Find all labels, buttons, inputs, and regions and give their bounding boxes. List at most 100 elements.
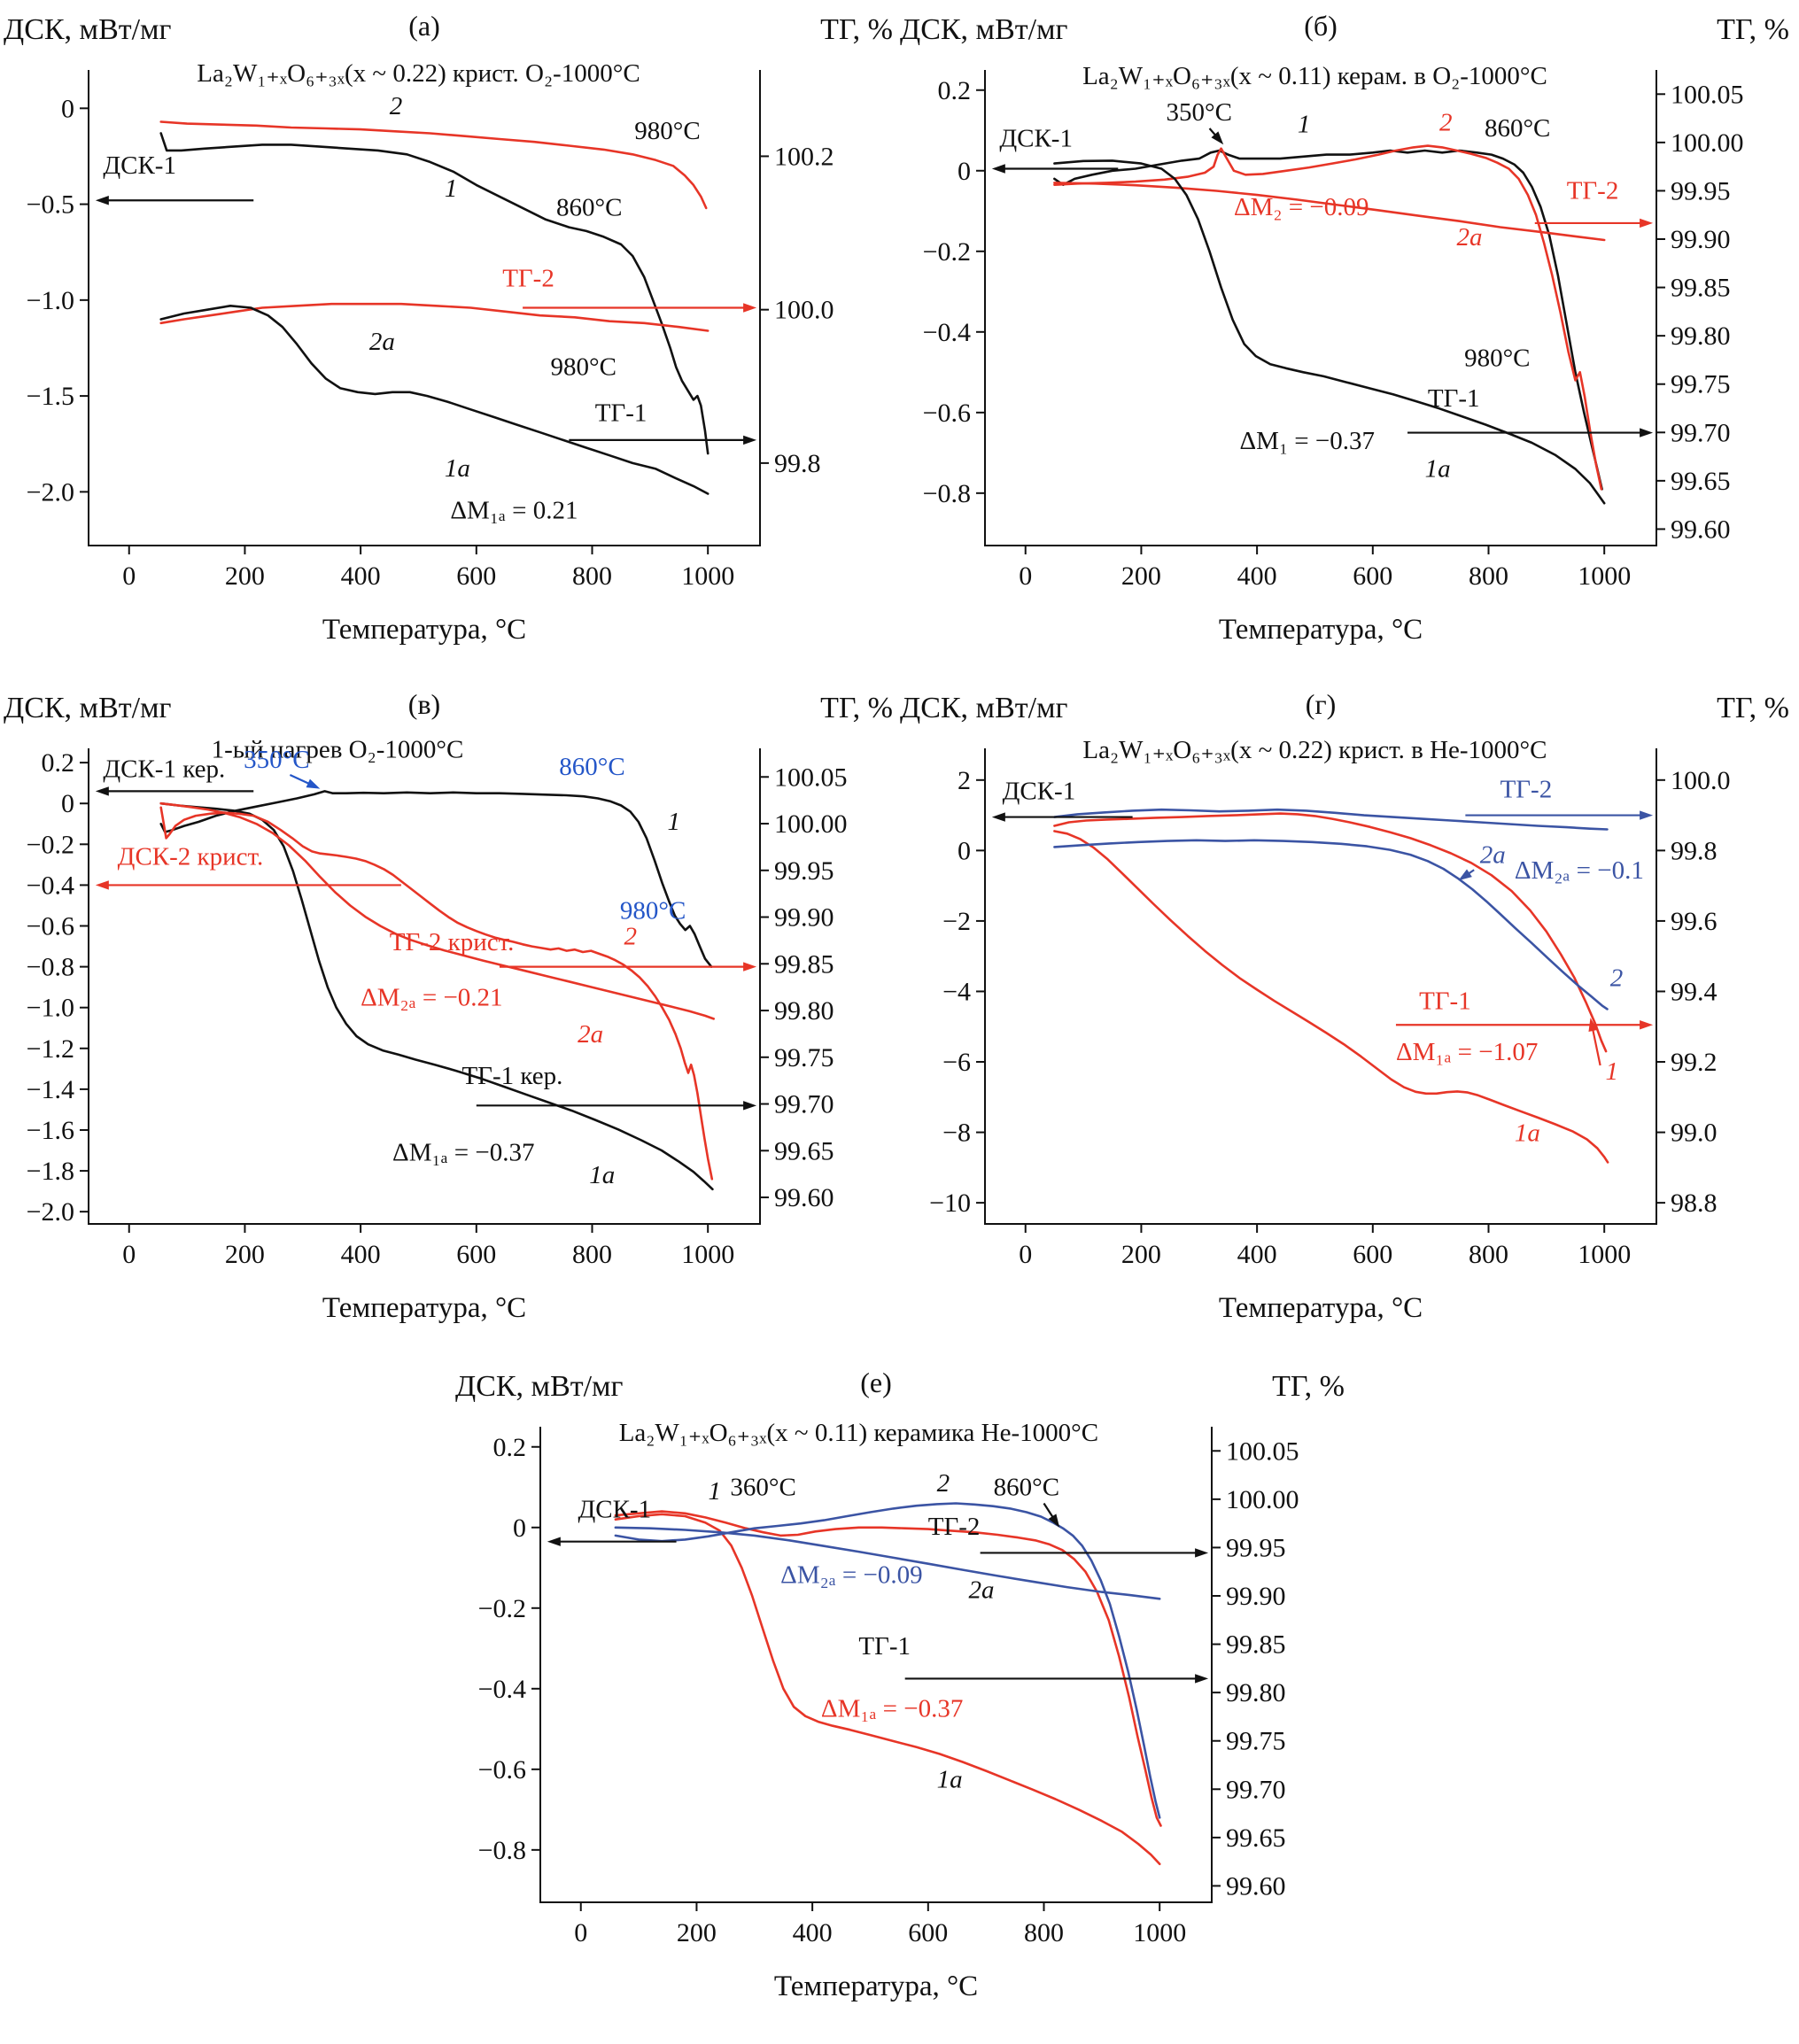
- arrow-head: [1048, 1514, 1059, 1528]
- annotation: ΔM₁ₐ = −1.07: [1396, 1038, 1538, 1066]
- annotation: 860°C: [559, 753, 624, 781]
- y-tick-label: −2.0: [27, 1197, 74, 1227]
- annotation: 2: [390, 92, 403, 120]
- r-tick-label: 99.85: [1226, 1630, 1286, 1660]
- y-tick-label: −1.0: [27, 286, 74, 315]
- arrow-head: [1640, 810, 1654, 820]
- x-tick-label: 0: [1019, 1240, 1032, 1269]
- annotation: 350°C: [1167, 98, 1232, 127]
- x-tick-label: 0: [1019, 561, 1032, 591]
- left-axis-title: ДСК, мВт/мг: [900, 692, 1068, 724]
- left-axis-title: ДСК, мВт/мг: [4, 13, 172, 46]
- row-3: ДСК, мВт/мг (е) ТГ, % 0.2 0 −0.2 −0.4 −0.6 −0.8 1…: [0, 1360, 1799, 2039]
- annotation: ТГ-1: [1428, 384, 1480, 413]
- y-tick-label: 2: [958, 766, 971, 795]
- annotation: ТГ-1: [858, 1632, 911, 1661]
- series-tg-2a-krist: [159, 801, 716, 1020]
- annotation: 860°C: [556, 194, 622, 222]
- annotation: ΔM₂ₐ = −0.21: [361, 983, 502, 1011]
- annotation: 1a: [589, 1161, 615, 1189]
- x-tick-label: 400: [341, 561, 381, 591]
- r-tick-label: 99.80: [1226, 1678, 1286, 1707]
- r-tick-label: 100.00: [774, 809, 848, 839]
- y-tick-label: −0.4: [923, 318, 971, 347]
- y-tick-label: 0: [61, 94, 74, 123]
- r-tick-label: 99.8: [774, 449, 821, 478]
- r-tick-label: 99.60: [1226, 1871, 1286, 1901]
- annotation: 860°C: [993, 1473, 1058, 1501]
- panel-letter: (е): [860, 1367, 892, 1398]
- r-tick-label: 99.80: [774, 996, 834, 1026]
- row-1: ДСК, мВт/мг (а) ТГ, % 0 −0.5 −1.0 −1.5 −2.0 100.…: [0, 4, 1799, 682]
- panel-v-chart: ДСК, мВт/мг (в) ТГ, % 0.2 0 −0.2 −0.4 −0.6 −0.8 −…: [4, 688, 893, 1324]
- panel-letter: (б): [1304, 10, 1338, 42]
- r-tick-label: 100.00: [1226, 1485, 1299, 1514]
- y-tick-label: −10: [929, 1188, 971, 1218]
- annotation: ТГ-2 крист.: [390, 928, 515, 956]
- r-tick-label: 99.4: [1671, 977, 1718, 1006]
- right-axis-title: ТГ, %: [820, 13, 893, 46]
- r-tick-label: 99.75: [1226, 1727, 1286, 1756]
- arrow-head: [306, 778, 321, 789]
- panel-a-chart: ДСК, мВт/мг (а) ТГ, % 0 −0.5 −1.0 −1.5 −2.0 100.…: [4, 10, 893, 646]
- series-tg-2a: [159, 302, 710, 332]
- x-tick-label: 800: [1024, 1918, 1064, 1947]
- series-dsc-2: [1053, 839, 1609, 1010]
- panel-title: La₂W₁₊ₓO₆₊₃ₓ(x ~ 0.22) крист. O₂-1000°C: [197, 59, 640, 88]
- y-tick-label: 0.2: [492, 1433, 526, 1462]
- annotation: ДСК-1: [999, 124, 1073, 152]
- annotation: ТГ-2: [1567, 177, 1619, 205]
- series-dsc-1: [1053, 812, 1608, 1053]
- x-tick-label: 600: [456, 561, 496, 591]
- panel-title: 1-ый нагрев O₂-1000°C: [212, 735, 464, 763]
- x-tick-label: 200: [225, 1240, 265, 1269]
- right-axis-title: ТГ, %: [1272, 1370, 1345, 1403]
- x-tick-label: 1000: [1578, 1240, 1631, 1269]
- arrow-head: [1640, 428, 1654, 437]
- r-tick-label: 99.70: [774, 1090, 834, 1119]
- panel-letter: (в): [408, 688, 440, 720]
- r-tick-label: 99.60: [774, 1183, 834, 1212]
- r-tick-label: 99.6: [1671, 907, 1718, 936]
- x-axis-title: Температура, °C: [322, 1292, 526, 1324]
- y-tick-label: −0.6: [923, 399, 971, 428]
- x-tick-label: 800: [1469, 1240, 1508, 1269]
- x-tick-label: 400: [792, 1918, 832, 1947]
- annotation: 1: [667, 808, 680, 836]
- arrow-head: [743, 303, 757, 313]
- series-dsc-1: [159, 132, 710, 455]
- x-tick-label: 600: [1353, 1240, 1392, 1269]
- y-tick-label: −0.8: [923, 479, 971, 508]
- series-tg-1a: [1053, 159, 1606, 505]
- r-tick-label: 100.00: [1671, 128, 1744, 158]
- arrow-head: [991, 164, 1005, 174]
- annotation: 980°C: [1464, 344, 1530, 372]
- annotation: 2: [1610, 964, 1624, 993]
- series-dsc-1: [614, 1510, 1162, 1827]
- arrow-head: [1194, 1674, 1208, 1684]
- panel-b-chart: ДСК, мВт/мг (б) ТГ, % 0.2 0 −0.2 −0.4 −0.6 −0.8 1…: [900, 10, 1789, 646]
- right-axis-title: ТГ, %: [820, 692, 893, 724]
- y-tick-label: −2: [942, 907, 971, 936]
- panel-b: ДСК, мВт/мг (б) ТГ, % 0.2 0 −0.2 −0.4 −0.6 −0.8 1…: [896, 4, 1793, 682]
- row-2: ДСК, мВт/мг (в) ТГ, % 0.2 0 −0.2 −0.4 −0.6 −0.8 −…: [0, 682, 1799, 1360]
- y-tick-label: −1.8: [27, 1157, 74, 1186]
- annotation: ТГ-2: [1500, 776, 1553, 804]
- y-tick-label: 0: [61, 789, 74, 818]
- annotation: ΔM₁ = −0.37: [1240, 427, 1376, 455]
- annotation: ДСК-2 крист.: [118, 842, 264, 871]
- x-tick-label: 200: [676, 1918, 716, 1947]
- arrow-head: [1588, 1018, 1598, 1033]
- r-tick-label: 100.05: [1671, 80, 1744, 109]
- r-tick-label: 99.65: [774, 1136, 834, 1165]
- r-tick-label: 99.95: [774, 856, 834, 886]
- r-tick-label: 100.05: [1226, 1436, 1299, 1466]
- panel-e: ДСК, мВт/мг (е) ТГ, % 0.2 0 −0.2 −0.4 −0.6 −0.8 1…: [452, 1360, 1348, 2039]
- y-tick-label: −0.2: [923, 237, 971, 267]
- panel-a: ДСК, мВт/мг (а) ТГ, % 0 −0.5 −1.0 −1.5 −2.0 100.…: [0, 4, 896, 682]
- y-tick-label: −1.0: [27, 994, 74, 1023]
- annotation: 1: [1298, 111, 1311, 139]
- annotation: ΔM₁ₐ = −0.37: [392, 1139, 534, 1167]
- panel-g-chart: ДСК, мВт/мг (г) ТГ, % 2 0 −2 −4 −6 −8 −10 100.0 99.…: [900, 688, 1789, 1324]
